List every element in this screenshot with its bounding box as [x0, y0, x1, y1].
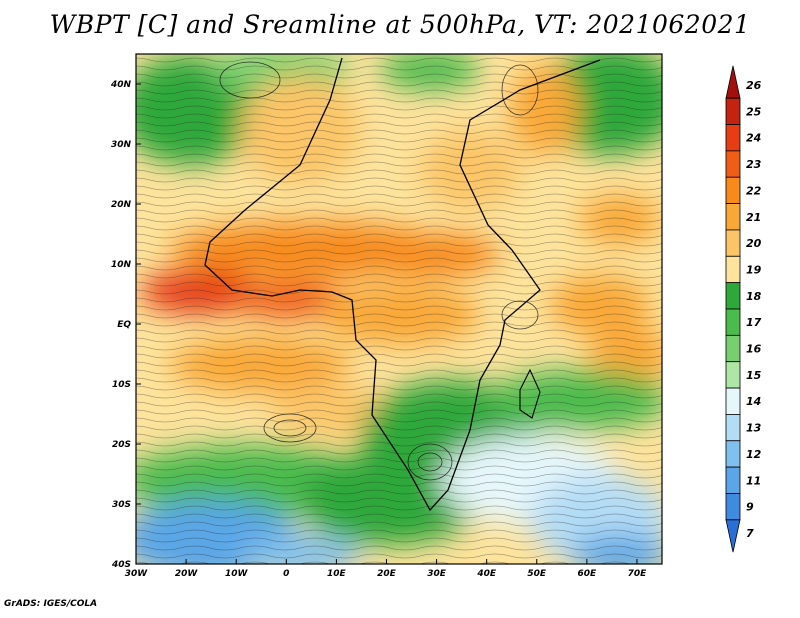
lat-label: 40S [111, 560, 131, 570]
lat-label: 30S [112, 500, 131, 510]
plot-title: WBPT [C] and Sreamline at 500hPa, VT: 20… [49, 10, 751, 39]
colorbar-label: 19 [746, 263, 762, 276]
colorbar-label: 23 [746, 158, 762, 171]
colorbar-swatch [725, 176, 741, 204]
colorbar-label: 15 [746, 369, 762, 382]
colorbar-label: 16 [746, 343, 762, 356]
lon-label: 40E [476, 569, 497, 579]
colorbar-label: 12 [746, 448, 762, 461]
lat-label: 10S [112, 380, 131, 390]
colorbar-label: 9 [746, 501, 754, 514]
lat-label: 20N [111, 200, 132, 210]
lon-label: 10E [327, 569, 347, 579]
colorbar-swatch [725, 387, 741, 415]
lat-label: 10N [111, 260, 132, 270]
colorbar-swatch [725, 493, 741, 521]
colorbar-label: 7 [746, 527, 754, 540]
lon-label: 10W [225, 569, 249, 579]
longitude-labels: 30W 20W 10W 0 10E 20E 30E 40E 50E 60E 70E [125, 559, 647, 579]
colorbar-swatch [725, 229, 741, 257]
lon-label: 50E [527, 569, 547, 579]
colorbar-swatch [725, 124, 741, 152]
colorbar-swatch [725, 361, 741, 389]
colorbar-label: 14 [746, 395, 761, 408]
colorbar-label: 22 [746, 184, 762, 197]
lon-label: 30E [427, 569, 447, 579]
colorbar: 26 25 24 23 22 21 20 19 18 17 16 15 14 13 12 11 9 7 [725, 65, 762, 553]
map-frame [135, 53, 663, 565]
lon-label: 0 [283, 569, 289, 579]
colorbar-label: 21 [746, 211, 761, 224]
colorbar-label: 11 [746, 474, 761, 487]
lon-label: 30W [125, 569, 149, 579]
colorbar-label: 26 [746, 79, 762, 92]
colorbar-swatch [725, 440, 741, 468]
latitude-labels: 40N 30N 20N 10N EQ 10S 20S 30S 40S [110, 80, 141, 570]
lat-label: 40N [110, 80, 132, 90]
colorbar-swatch [725, 203, 741, 231]
lon-label: 70E [628, 569, 648, 579]
grads-credit: GrADS: IGES/COLA [4, 599, 98, 609]
lat-label: 30N [111, 140, 132, 150]
colorbar-swatch [725, 97, 741, 125]
lat-label: EQ [117, 320, 131, 330]
lat-label: 20S [112, 440, 131, 450]
colorbar-swatch [725, 282, 741, 310]
colorbar-swatch [725, 255, 741, 284]
wbpt-field [136, 54, 662, 564]
colorbar-swatch [725, 519, 741, 553]
colorbar-label: 18 [746, 290, 762, 303]
colorbar-swatch [725, 414, 741, 442]
colorbar-label: 24 [746, 132, 761, 145]
lon-label: 20W [175, 569, 199, 579]
colorbar-swatch [725, 150, 741, 178]
lon-label: 20E [377, 569, 397, 579]
colorbar-label: 20 [746, 237, 762, 250]
colorbar-label: 25 [746, 105, 762, 118]
lon-label: 60E [578, 569, 598, 579]
colorbar-label: 17 [746, 316, 762, 329]
colorbar-swatch [725, 65, 741, 99]
colorbar-swatch [725, 466, 741, 494]
colorbar-label: 13 [746, 422, 762, 435]
colorbar-swatch [725, 308, 741, 336]
colorbar-swatch [725, 334, 741, 363]
